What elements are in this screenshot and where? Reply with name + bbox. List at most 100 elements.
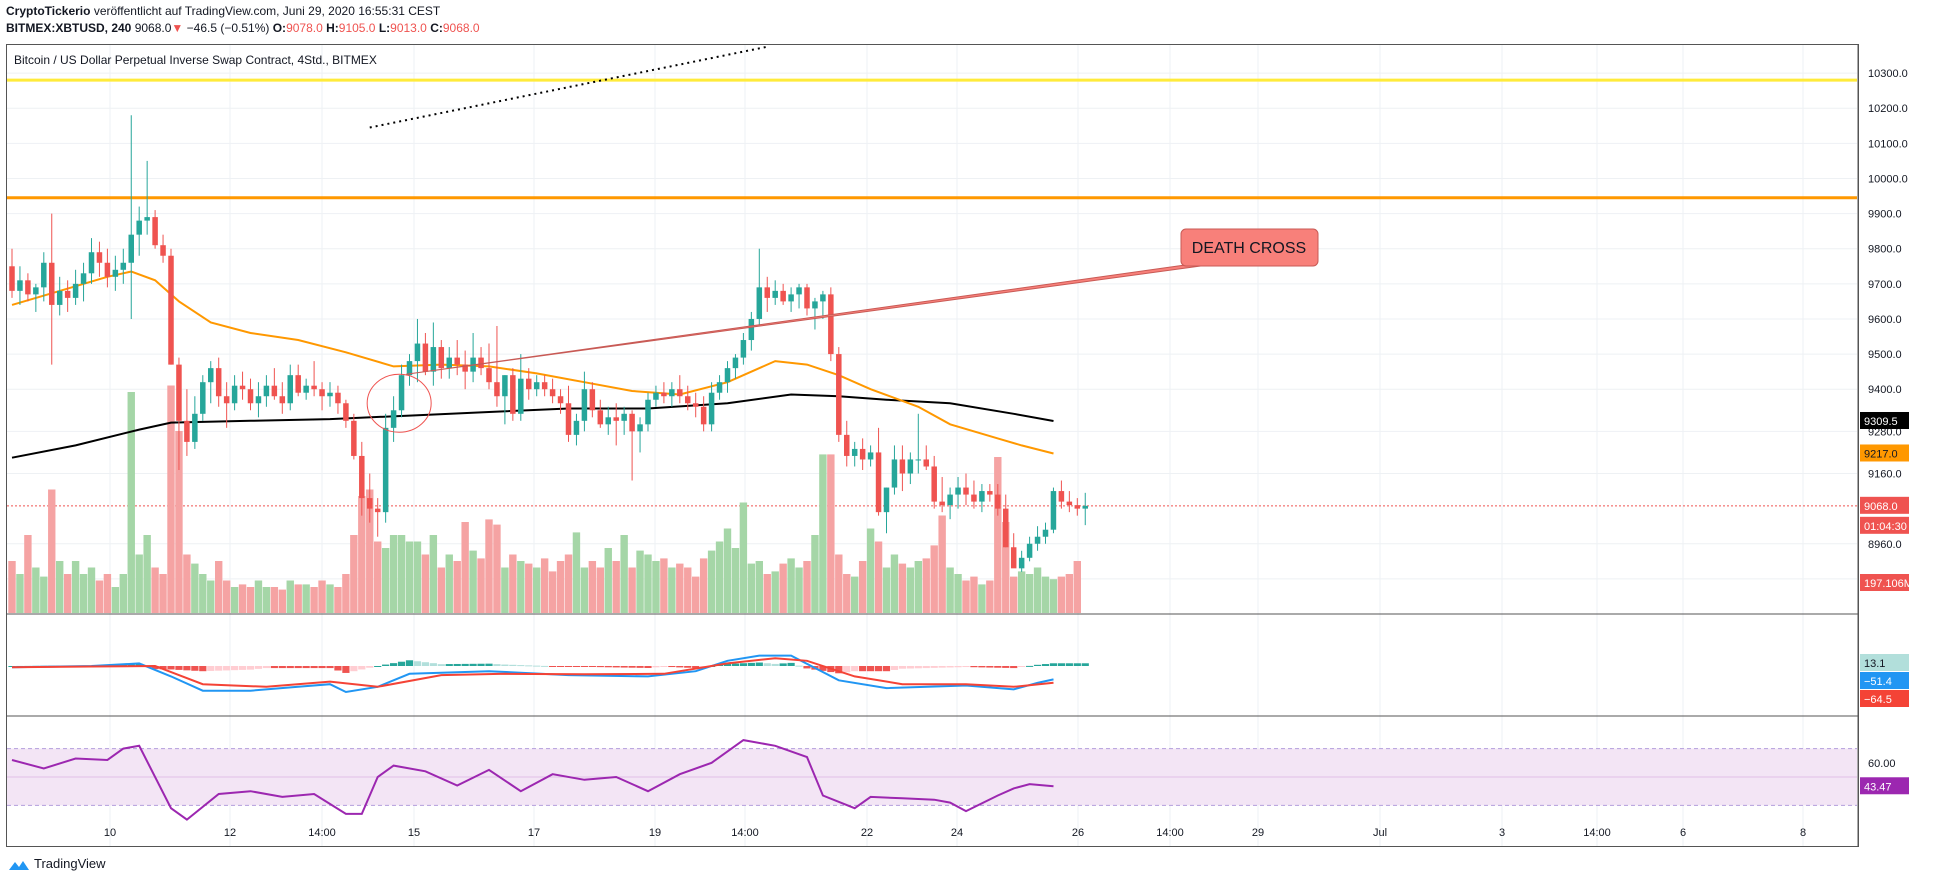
candle xyxy=(549,378,556,404)
candle-body xyxy=(573,420,580,435)
candle-body xyxy=(526,378,532,390)
candle-body xyxy=(184,420,190,442)
volume-bar xyxy=(413,541,422,613)
candle-body xyxy=(96,252,103,263)
candle xyxy=(510,368,516,421)
candle xyxy=(438,340,445,379)
candle xyxy=(398,364,405,418)
x-tick-label: 19 xyxy=(649,827,661,839)
macd-histogram-bar xyxy=(302,666,310,669)
candle xyxy=(422,333,429,376)
candle-body xyxy=(883,487,890,513)
candle xyxy=(875,427,882,516)
volume-bar xyxy=(493,524,501,613)
candle-body xyxy=(597,410,604,425)
y-tick-label: 9700.0 xyxy=(1868,279,1902,291)
macd-histogram-bar xyxy=(604,666,612,668)
x-tick-label: 14:00 xyxy=(1156,827,1184,839)
x-tick-label: 8 xyxy=(1800,827,1806,839)
candle xyxy=(637,417,643,453)
candle xyxy=(939,477,945,513)
candle-body xyxy=(685,396,691,404)
macd-histogram-bar xyxy=(1057,663,1065,666)
candle-body xyxy=(947,494,953,506)
candle-body xyxy=(971,494,977,502)
macd-histogram-bar xyxy=(867,666,875,672)
x-tick-label: 14:00 xyxy=(308,827,336,839)
time-axis: 10 12 14:00 15 17 19 14:00 22 24 26 14:00 29 Jul 3 14:… xyxy=(104,827,1806,839)
candle-body xyxy=(287,375,293,404)
candle xyxy=(88,238,95,284)
candle-body xyxy=(72,283,79,298)
candle xyxy=(867,445,874,467)
macd-histogram-bar xyxy=(437,664,445,666)
candle-body xyxy=(1010,547,1017,569)
volume-bar xyxy=(843,574,851,613)
volume-bar xyxy=(175,431,183,613)
macd-histogram-bar xyxy=(199,666,207,672)
candle xyxy=(1050,487,1057,534)
volume-bar xyxy=(87,567,96,613)
macd-histogram-bar xyxy=(572,666,581,667)
volume-bar xyxy=(517,561,525,613)
macd-histogram-bar xyxy=(135,663,143,666)
macd-histogram-bar xyxy=(231,666,239,671)
ohlc-header: BITMEX:XBTUSD, 240 9068.0▼ −46.5 (−0.51%… xyxy=(6,21,480,35)
low-label: L: xyxy=(378,21,391,35)
last-price-badge-bg xyxy=(1860,496,1909,514)
trend-line-dotted xyxy=(369,45,768,129)
macd-histogram-bar xyxy=(588,666,596,667)
volume-bar xyxy=(811,535,819,613)
volume-bar xyxy=(851,576,859,613)
candle xyxy=(851,441,858,467)
volume-bar xyxy=(874,541,883,613)
candle-body xyxy=(756,287,763,319)
candle xyxy=(812,297,818,330)
candle-body xyxy=(820,294,826,302)
macd-histogram-bar xyxy=(461,663,469,666)
macd-histogram-bar xyxy=(390,663,398,666)
candle-body xyxy=(732,357,739,369)
volume-bar xyxy=(238,584,247,613)
candle xyxy=(120,248,127,284)
x-tick-label: 26 xyxy=(1072,827,1084,839)
candle-body xyxy=(692,403,699,407)
volume-bar xyxy=(310,587,318,613)
publisher-name: CryptoTickerio xyxy=(6,4,91,18)
candle-body xyxy=(41,262,47,288)
candle-body xyxy=(263,385,270,397)
candle xyxy=(692,392,699,418)
candle-body xyxy=(780,290,786,302)
volume-bar xyxy=(1033,567,1042,613)
volume-bar xyxy=(946,567,954,613)
candle-body xyxy=(359,455,365,499)
candle-body xyxy=(724,368,731,383)
candle-body xyxy=(374,508,381,513)
volume-bar xyxy=(906,567,915,613)
candle xyxy=(64,280,71,312)
macd-histogram-bar xyxy=(882,666,891,672)
macd-histogram-bar xyxy=(660,666,668,667)
candle xyxy=(724,361,731,393)
volume-bar xyxy=(962,580,970,613)
volume-bar xyxy=(1017,571,1026,613)
macd-histogram-bar xyxy=(493,664,501,666)
candle xyxy=(621,406,627,435)
volume-bar xyxy=(819,454,827,613)
candle xyxy=(33,283,39,312)
candle-body xyxy=(17,280,23,291)
candle xyxy=(581,371,588,432)
macd-histogram-bar xyxy=(787,662,795,666)
volume-bar xyxy=(397,535,406,613)
y-tick-label: 10000.0 xyxy=(1868,173,1908,185)
macd-histogram-bar xyxy=(843,666,851,673)
candle xyxy=(215,357,222,407)
macd-histogram-bar xyxy=(286,666,294,669)
candle xyxy=(804,283,810,316)
y-tick-label: 9600.0 xyxy=(1868,314,1902,326)
candle xyxy=(247,378,254,411)
macd-histogram-bar xyxy=(318,666,326,669)
candle-body xyxy=(812,301,818,309)
volume-bar xyxy=(803,561,811,613)
